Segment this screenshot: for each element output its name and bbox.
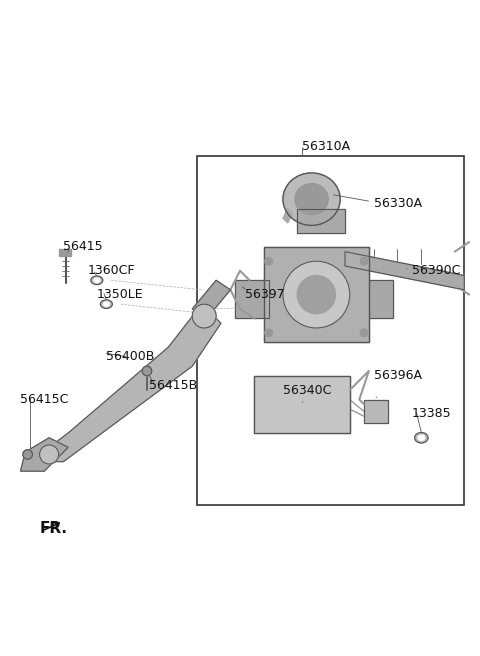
Polygon shape	[21, 438, 68, 471]
Bar	[235, 280, 269, 318]
Ellipse shape	[415, 432, 428, 443]
Bar	[254, 376, 350, 433]
Circle shape	[297, 276, 336, 314]
Bar	[254, 376, 350, 433]
Bar	[264, 247, 369, 342]
Text: 56400B: 56400B	[107, 350, 155, 363]
Ellipse shape	[295, 184, 328, 215]
Polygon shape	[192, 280, 230, 318]
Bar	[369, 280, 393, 318]
Circle shape	[39, 445, 59, 464]
Circle shape	[360, 257, 368, 265]
Text: 56390C: 56390C	[412, 264, 460, 277]
Bar	[297, 209, 345, 233]
Ellipse shape	[283, 173, 340, 226]
Text: 1360CF: 1360CF	[87, 264, 135, 277]
Ellipse shape	[418, 435, 425, 440]
Bar	[264, 247, 369, 342]
Text: 1350LE: 1350LE	[97, 288, 144, 301]
Bar	[364, 400, 388, 423]
Polygon shape	[49, 304, 221, 462]
Text: 56397: 56397	[245, 288, 284, 301]
Circle shape	[192, 304, 216, 328]
Text: 56415: 56415	[63, 240, 103, 253]
Circle shape	[360, 329, 368, 337]
Text: 56396A: 56396A	[373, 369, 421, 382]
Bar	[364, 400, 388, 423]
Polygon shape	[345, 252, 464, 290]
Ellipse shape	[104, 302, 109, 306]
Polygon shape	[283, 209, 292, 223]
Bar	[197, 156, 464, 504]
Bar	[369, 280, 393, 318]
Bar	[235, 280, 269, 318]
Circle shape	[283, 261, 350, 328]
Text: 56310A: 56310A	[302, 140, 350, 153]
Ellipse shape	[94, 278, 100, 283]
Circle shape	[265, 257, 273, 265]
Text: 56415C: 56415C	[21, 393, 69, 406]
Circle shape	[142, 366, 152, 376]
Text: 13385: 13385	[412, 407, 451, 420]
Circle shape	[23, 450, 33, 459]
Ellipse shape	[100, 300, 112, 308]
Text: 56340C: 56340C	[283, 384, 331, 396]
Ellipse shape	[91, 276, 103, 285]
Circle shape	[265, 329, 273, 337]
Text: 56415B: 56415B	[149, 379, 198, 392]
Text: FR.: FR.	[39, 521, 68, 536]
Bar	[59, 249, 71, 256]
Bar	[297, 209, 345, 233]
Text: 56330A: 56330A	[373, 197, 422, 211]
